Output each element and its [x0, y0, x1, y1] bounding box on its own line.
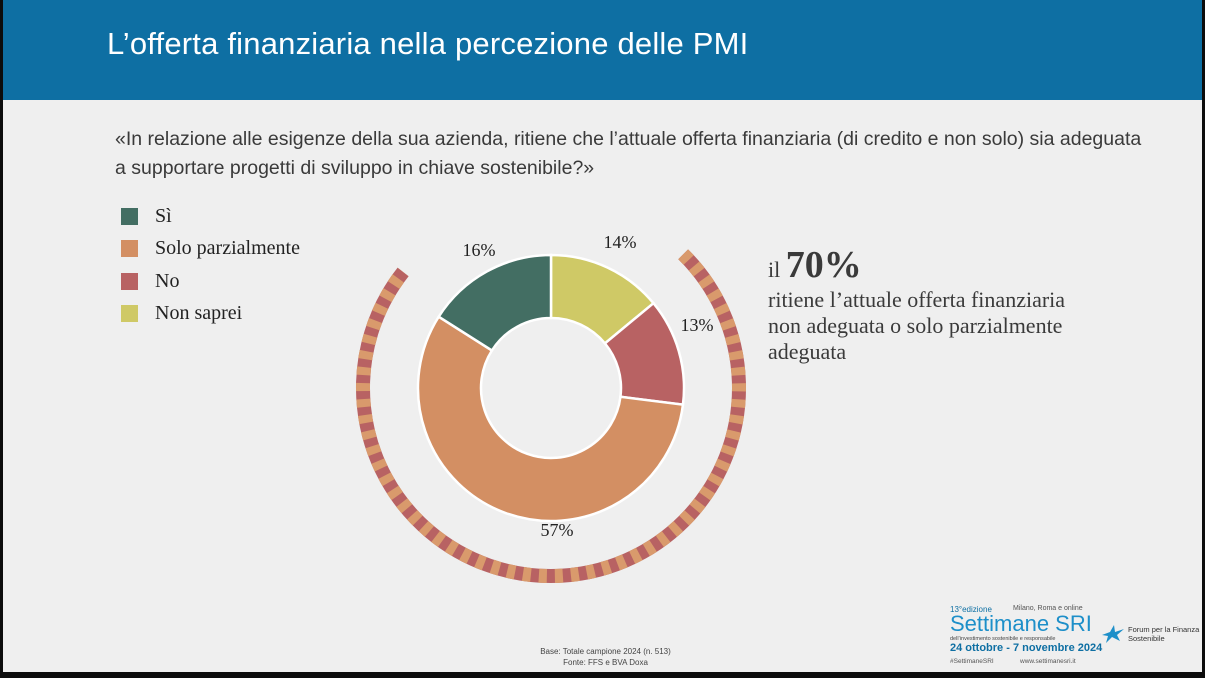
survey-question: «In relazione alle esigenze della sua az…: [115, 128, 1142, 179]
legend-label: Solo parzialmente: [155, 237, 300, 260]
legend-item-si: Sì: [121, 200, 300, 233]
bird-logo-icon: [1102, 625, 1124, 643]
source-note: Base: Totale campione 2024 (n. 513) Font…: [473, 646, 738, 668]
data-label: 16%: [463, 240, 496, 260]
brand-website: www.settimanesri.it: [1020, 658, 1076, 665]
legend-item-solo-parzialmente: Solo parzialmente: [121, 233, 300, 266]
legend-swatch: [121, 305, 138, 323]
brand-name: Settimane SRI: [950, 611, 1092, 636]
forum-label: Forum per la Finanza Sostenibile: [1128, 625, 1200, 643]
data-label: 57%: [541, 520, 574, 540]
header-bar: L’offerta finanziaria nella percezione d…: [3, 0, 1202, 100]
slide: L’offerta finanziaria nella percezione d…: [3, 0, 1202, 672]
data-label: 14%: [604, 232, 637, 252]
legend-item-no: No: [121, 265, 300, 298]
chart-legend: Sì Solo parzialmente No Non saprei: [121, 200, 300, 330]
callout-text: ritiene l’attuale offerta finanziaria no…: [768, 287, 1066, 364]
callout-prefix: il: [768, 257, 781, 282]
legend-item-non-saprei: Non saprei: [121, 298, 300, 331]
brand-logo-block: 13°edizione Milano, Roma e online Settim…: [950, 605, 1200, 667]
legend-swatch: [121, 272, 138, 290]
donut-slice: [416, 315, 685, 523]
callout: il 70% ritiene l’attuale offerta finanzi…: [768, 243, 1088, 365]
brand-dates: 24 ottobre - 7 novembre 2024: [950, 642, 1103, 654]
page-title: L’offerta finanziaria nella percezione d…: [107, 26, 749, 61]
highlight-arc-stripes: [356, 249, 746, 583]
legend-swatch: [121, 207, 138, 225]
brand-hashtag: #SettimaneSRI: [950, 658, 994, 665]
donut-chart: 14% 13% 57% 16%: [356, 232, 746, 583]
legend-label: No: [155, 269, 180, 292]
source-fonte: Fonte: FFS e BVA Doxa: [563, 658, 648, 667]
legend-label: Sì: [155, 204, 172, 227]
brand-tagline: dell’investimento sostenibile e responsa…: [950, 636, 1056, 642]
legend-label: Non saprei: [155, 302, 243, 325]
callout-percent: 70%: [785, 244, 862, 286]
brand-location: Milano, Roma e online: [1013, 605, 1083, 612]
brand-edition: 13°edizione: [950, 605, 992, 614]
legend-swatch: [121, 240, 138, 258]
source-base: Base: Totale campione 2024 (n. 513): [540, 647, 671, 656]
data-label: 13%: [681, 315, 714, 335]
donut-slice: [436, 253, 553, 353]
